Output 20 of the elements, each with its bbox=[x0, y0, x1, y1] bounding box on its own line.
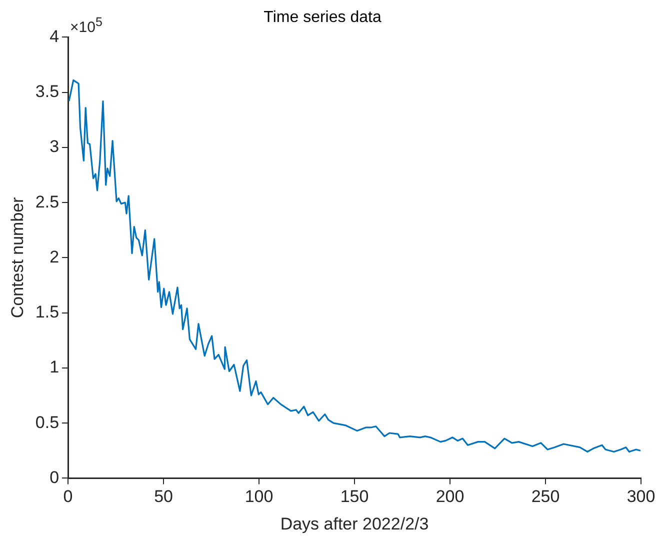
x-tick-label: 250 bbox=[531, 487, 560, 506]
y-tick-label: 0 bbox=[50, 468, 60, 487]
x-tick-label: 50 bbox=[154, 487, 173, 506]
y-tick-label: 2.5 bbox=[35, 192, 60, 212]
x-tick-label: 300 bbox=[626, 487, 656, 506]
axis-exponent: ×10$^{5}$ bbox=[70, 15, 102, 36]
y-tick-label: 1.5 bbox=[35, 302, 60, 322]
y-axis-title: Contest number bbox=[8, 196, 27, 318]
y-tick-label: 3.5 bbox=[35, 82, 60, 102]
y-tick-label: 2 bbox=[50, 247, 60, 266]
x-tick-label: 150 bbox=[340, 487, 369, 506]
x-axis-title: Days after 2022/2/3 bbox=[280, 514, 429, 534]
y-tick-label: 0.5 bbox=[35, 412, 60, 432]
x-tick-label: 100 bbox=[244, 487, 274, 506]
y-tick-label: 4 bbox=[50, 26, 60, 46]
x-tick-label: 0 bbox=[63, 487, 73, 506]
y-tick-label: 1 bbox=[50, 358, 60, 377]
x-tick-label: 200 bbox=[436, 487, 464, 506]
y-tick-label: 3 bbox=[50, 137, 60, 156]
chart-title: Time series data bbox=[264, 9, 382, 26]
